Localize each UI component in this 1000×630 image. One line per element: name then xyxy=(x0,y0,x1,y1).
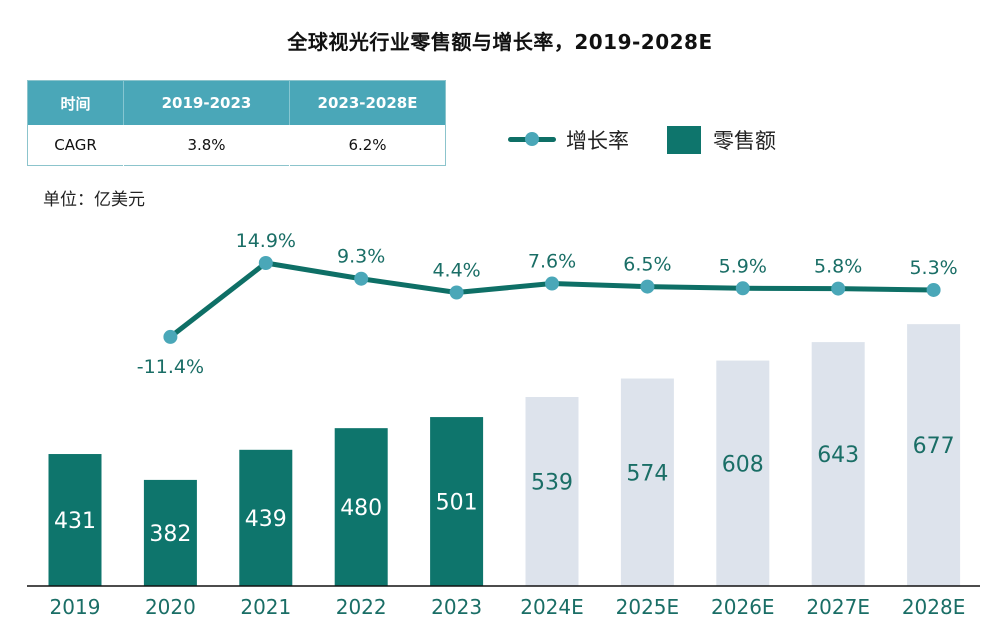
growth-rate-label: 5.8% xyxy=(814,256,862,278)
growth-rate-point xyxy=(354,271,369,286)
bar-2023 xyxy=(430,417,484,586)
growth-rate-point xyxy=(258,256,273,270)
bar-2019 xyxy=(48,454,102,586)
growth-rate-point xyxy=(163,329,178,344)
growth-rate-label: -11.4% xyxy=(137,356,204,378)
bar-2025E xyxy=(620,378,674,586)
legend: 增长率 零售额 xyxy=(508,123,776,157)
unit-label: 单位：亿美元 xyxy=(43,190,145,210)
cagr-row-label: CAGR xyxy=(27,125,124,166)
bar-2027E xyxy=(811,342,865,586)
growth-rate-label: 6.5% xyxy=(623,254,671,276)
growth-rate-point xyxy=(640,279,655,294)
cagr-header-period: 时间 xyxy=(27,80,124,125)
growth-rate-label: 5.3% xyxy=(909,257,957,279)
bar-value-label: 574 xyxy=(626,461,668,486)
growth-rate-label: 5.9% xyxy=(719,255,767,277)
x-tick-label: 2020 xyxy=(145,595,196,619)
cagr-table-row: CAGR 3.8% 6.2% xyxy=(27,125,446,166)
x-tick-label: 2027E xyxy=(806,595,870,619)
bar-2021 xyxy=(239,449,293,586)
growth-rate-label: 9.3% xyxy=(337,246,385,268)
bar-2022 xyxy=(334,428,388,586)
cagr-header-2019-2023: 2019-2023 xyxy=(123,80,290,125)
growth-rate-label: 7.6% xyxy=(528,251,576,273)
bar-value-label: 431 xyxy=(54,509,96,534)
bar-value-label: 677 xyxy=(913,434,955,459)
bar-2020 xyxy=(143,479,197,586)
bar-2028E xyxy=(907,324,961,586)
bar-value-label: 539 xyxy=(531,471,573,496)
bar-2024E xyxy=(525,397,579,586)
growth-rate-point xyxy=(449,285,464,300)
bar-value-label: 643 xyxy=(817,443,859,468)
cagr-table: 时间 2019-2023 2023-2028E CAGR 3.8% 6.2% xyxy=(27,80,446,166)
legend-line-marker-icon xyxy=(508,123,556,157)
growth-rate-point xyxy=(735,281,750,296)
growth-rate-label: 14.9% xyxy=(236,230,296,252)
bar-value-label: 501 xyxy=(436,491,478,516)
x-tick-label: 2022 xyxy=(336,595,387,619)
x-tick-label: 2026E xyxy=(711,595,775,619)
x-tick-label: 2021 xyxy=(240,595,291,619)
growth-rate-point xyxy=(926,282,941,297)
x-tick-label: 2023 xyxy=(431,595,482,619)
x-tick-label: 2028E xyxy=(902,595,966,619)
x-tick-label: 2019 xyxy=(50,595,101,619)
legend-line-label: 增长率 xyxy=(566,129,629,153)
cagr-header-2023-2028e: 2023-2028E xyxy=(289,80,446,125)
cagr-value-2023-2028e: 6.2% xyxy=(348,136,387,154)
cagr-value-2019-2023: 3.8% xyxy=(123,125,290,166)
cagr-table-header: 时间 2019-2023 2023-2028E xyxy=(27,80,446,125)
growth-rate-label: 4.4% xyxy=(432,260,480,282)
legend-bar-swatch-icon xyxy=(667,126,701,154)
x-tick-label: 2024E xyxy=(520,595,584,619)
bar-value-label: 608 xyxy=(722,452,764,477)
chart-title: 全球视光行业零售额与增长率，2019-2028E xyxy=(287,30,713,54)
bar-value-label: 382 xyxy=(149,522,191,547)
bar-value-label: 480 xyxy=(340,496,382,521)
legend-bar-label: 零售额 xyxy=(713,129,776,153)
growth-rate-point xyxy=(545,276,559,291)
bar-value-label: 439 xyxy=(245,507,287,532)
growth-rate-point xyxy=(831,281,846,296)
x-tick-label: 2025E xyxy=(616,595,680,619)
bar-2026E xyxy=(716,360,770,586)
